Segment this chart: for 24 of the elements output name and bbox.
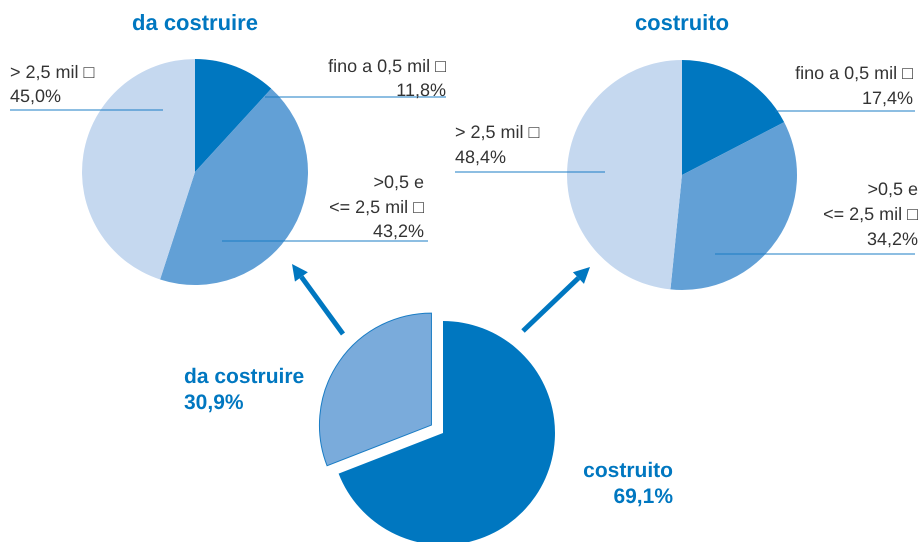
slice-label: > 2,5 mil □ [10, 62, 95, 82]
slice-label: da costruire [184, 365, 304, 388]
slice-label: costruito [583, 459, 673, 482]
data-label: 45,0% [10, 86, 62, 106]
data-label: 34,2% [866, 229, 918, 249]
slice-label: >0,5 e <= 2,5 mil □ [823, 179, 918, 224]
chart-title: da costruire [132, 10, 258, 35]
chart-title: costruito [634, 10, 730, 35]
data-label: 30,9% [184, 391, 244, 414]
data-label: 11,8% [396, 80, 446, 100]
pie-slice [567, 60, 682, 290]
pie-slice [160, 88, 308, 285]
data-label: 48,4% [455, 147, 506, 167]
slice-label: > 2,5 mil □ [455, 122, 540, 142]
data-label: 43,2% [372, 221, 424, 241]
pie-slice [682, 60, 784, 175]
pie-slice [82, 59, 195, 280]
slice-label: fino a 0,5 mil □ [328, 56, 446, 76]
slice-label: fino a 0,5 mil □ [795, 63, 914, 83]
slice-label: >0,5 e <= 2,5 mil □ [329, 172, 424, 217]
data-label: 17,4% [862, 88, 913, 108]
pie-slice [195, 59, 272, 172]
pie-slice [670, 122, 797, 290]
data-label: 69,1% [613, 485, 674, 508]
